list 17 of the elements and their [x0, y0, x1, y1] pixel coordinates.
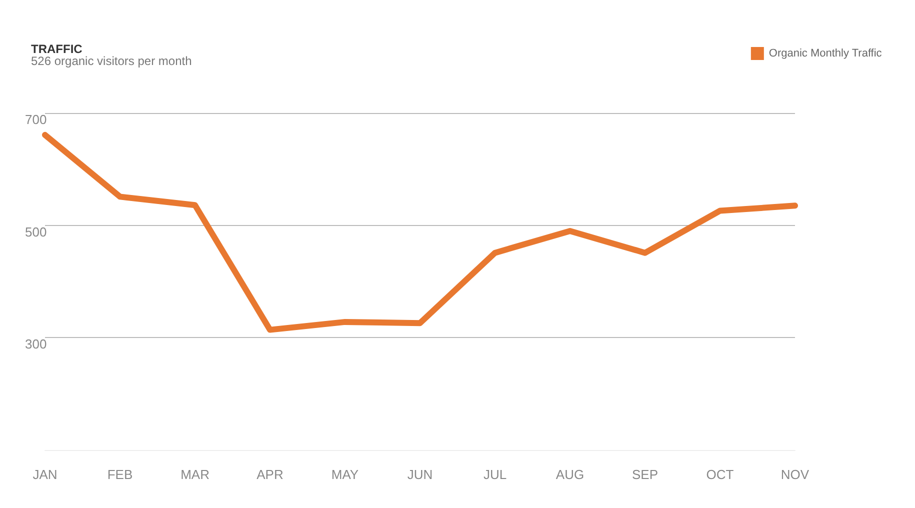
x-tick-label: OCT [706, 467, 734, 482]
x-tick-label: APR [256, 467, 284, 482]
x-tick-label: MAR [180, 467, 210, 482]
y-tick-label: 500 [25, 224, 47, 240]
x-tick-label: SEP [632, 467, 658, 482]
legend-label: Organic Monthly Traffic [768, 48, 882, 60]
y-tick-label: 300 [25, 336, 47, 352]
x-tick-label: MAY [331, 467, 359, 482]
y-tick-label: 700 [25, 112, 47, 127]
x-tick-label: JAN [32, 467, 58, 482]
x-tick-label: JUL [483, 467, 507, 482]
chart-title: TRAFFIC [31, 42, 83, 56]
chart-subtitle: 526 organic visitors per month [31, 54, 192, 68]
x-tick-label: JUN [407, 467, 433, 482]
x-tick-label: FEB [107, 467, 133, 482]
x-tick-label: NOV [780, 467, 810, 482]
x-tick-label: AUG [556, 467, 584, 482]
